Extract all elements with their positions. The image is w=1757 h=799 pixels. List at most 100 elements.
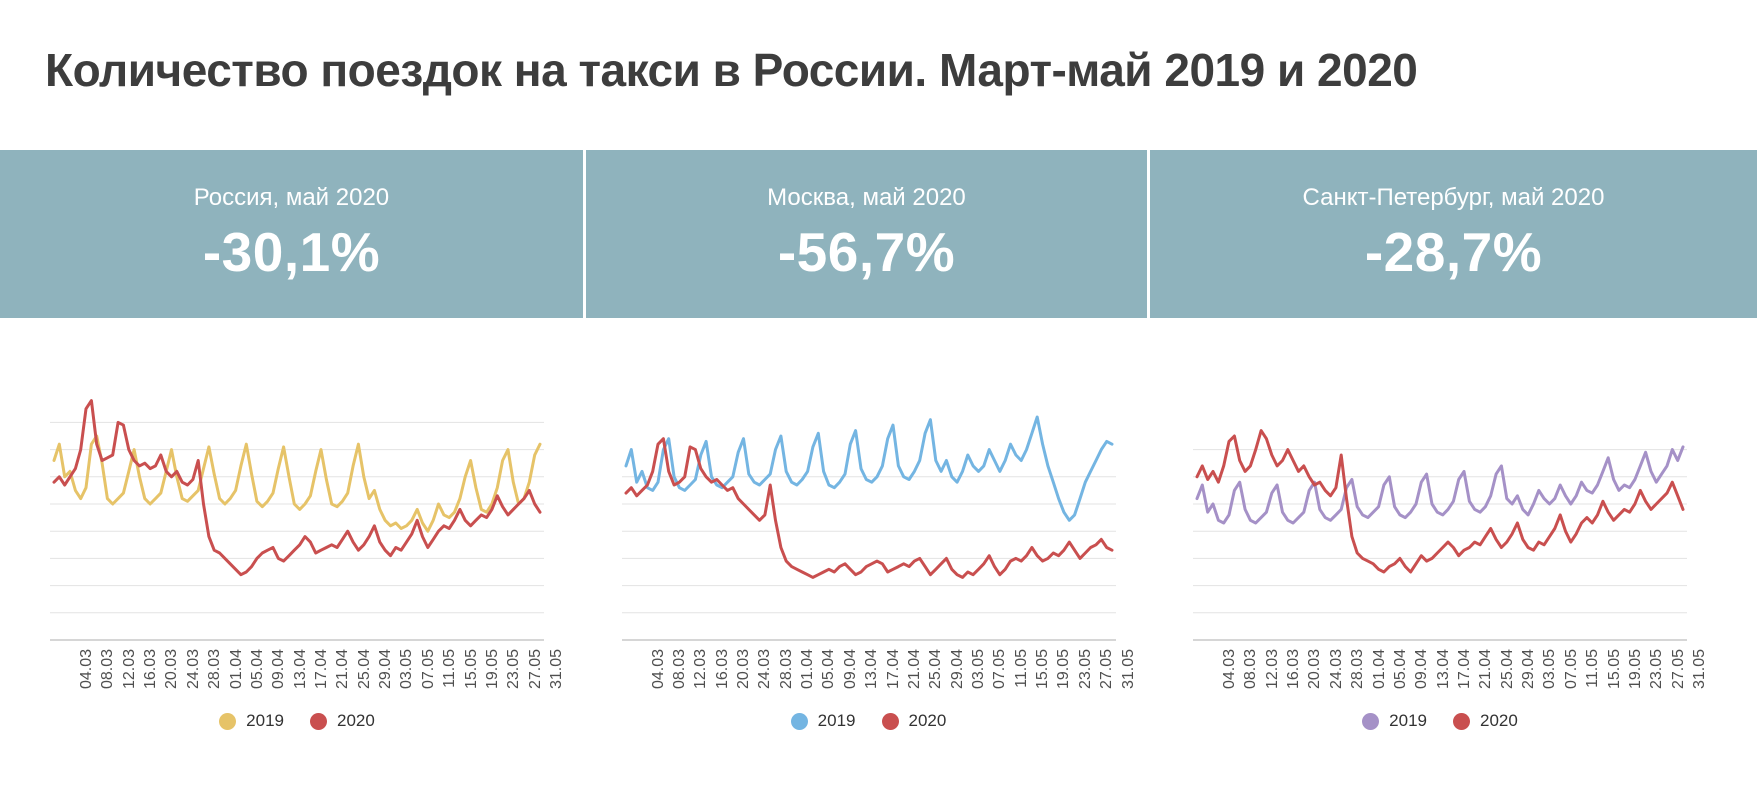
x-tick-label: 20.03 <box>1306 649 1324 690</box>
summary-banner: Россия, май 2020 -30,1% Москва, май 2020… <box>0 150 1757 318</box>
x-tick-label: 31.05 <box>1691 649 1708 690</box>
x-tick-label: 28.03 <box>1349 649 1367 690</box>
x-tick-label: 17.04 <box>1456 649 1473 690</box>
x-tick-label: 01.04 <box>799 649 817 690</box>
legend-dot <box>219 712 237 730</box>
x-tick-label: 27.05 <box>526 649 544 690</box>
series-line-2019 <box>1195 445 1685 525</box>
x-tick-label: 15.05 <box>1034 649 1052 690</box>
x-axis-labels: 04.03 08.03 12.03 16.03 20.03 24.03 28.03 01.04… <box>622 643 1137 709</box>
series-line-2019 <box>52 434 542 533</box>
x-tick-label: 04.03 <box>649 649 667 690</box>
chart-legend: 2019 2020 <box>50 711 544 731</box>
x-tick-label: 29.04 <box>948 649 966 690</box>
x-tick-label: 05.04 <box>248 649 266 690</box>
x-tick-label: 23.05 <box>505 649 523 690</box>
x-tick-label: 21.04 <box>1477 649 1495 690</box>
x-tick-label: 08.03 <box>1242 649 1260 690</box>
x-tick-label: 21.04 <box>334 649 352 690</box>
x-tick-label: 07.05 <box>1562 649 1580 690</box>
legend-dot <box>1362 712 1380 730</box>
x-tick-label: 15.05 <box>1605 649 1623 690</box>
legend-item-2019[interactable]: 2019 <box>1362 711 1427 731</box>
card-label: Санкт-Петербург, май 2020 <box>1302 184 1605 211</box>
x-tick-label: 24.03 <box>184 649 202 690</box>
x-tick-label: 03.05 <box>969 649 987 690</box>
card-label: Россия, май 2020 <box>193 184 390 211</box>
line-chart-spb <box>1193 429 1687 641</box>
x-tick-label: 24.03 <box>756 649 774 690</box>
x-tick-label: 09.04 <box>1413 649 1431 690</box>
legend-item-2020[interactable]: 2020 <box>1453 711 1518 731</box>
x-tick-label: 11.05 <box>1012 649 1030 688</box>
legend-label: 2020 <box>337 711 375 730</box>
x-tick-label: 20.03 <box>163 649 181 690</box>
series-line-2020 <box>624 437 1113 579</box>
x-tick-label: 09.04 <box>841 649 859 690</box>
x-tick-label: 19.05 <box>1055 649 1073 690</box>
x-tick-label: 17.04 <box>313 649 330 690</box>
card-value: -30,1% <box>202 221 381 283</box>
x-tick-label: 09.04 <box>270 649 288 690</box>
x-tick-label: 19.05 <box>1626 649 1644 690</box>
summary-card-spb: Санкт-Петербург, май 2020 -28,7% <box>1149 150 1757 318</box>
x-tick-label: 08.03 <box>99 649 117 690</box>
x-tick-label: 25.04 <box>1498 649 1516 690</box>
legend-dot <box>1453 712 1470 730</box>
legend-label: 2019 <box>817 711 856 730</box>
legend-label: 2020 <box>1480 711 1518 730</box>
line-chart-moscow <box>621 415 1116 641</box>
legend-label: 2019 <box>1389 711 1427 730</box>
x-tick-label: 11.05 <box>441 649 459 688</box>
x-tick-label: 13.04 <box>1434 649 1452 690</box>
chart-legend: 2019 2020 <box>622 711 1116 731</box>
x-tick-label: 25.04 <box>355 649 373 690</box>
card-label: Москва, май 2020 <box>767 184 966 211</box>
series-line-2020 <box>1195 429 1685 574</box>
x-tick-label: 25.04 <box>927 649 945 690</box>
x-tick-label: 23.05 <box>1076 649 1094 690</box>
legend-item-2020[interactable]: 2020 <box>881 711 946 731</box>
legend-item-2019[interactable]: 2019 <box>219 711 284 731</box>
x-tick-label: 31.05 <box>548 649 565 690</box>
legend-item-2019[interactable]: 2019 <box>790 711 856 731</box>
chart-column-spb: 04.03 08.03 12.03 16.03 20.03 24.03 28.03 01.04… <box>1193 368 1708 731</box>
x-tick-label: 23.05 <box>1648 649 1666 690</box>
x-tick-label: 27.05 <box>1098 649 1116 690</box>
x-axis-labels: 04.03 08.03 12.03 16.03 20.03 24.03 28.03 01.04… <box>1193 643 1708 709</box>
x-tick-label: 19.05 <box>483 649 501 690</box>
x-tick-label: 27.05 <box>1669 649 1687 690</box>
x-tick-label: 07.05 <box>991 649 1009 690</box>
card-value: -56,7% <box>777 221 956 283</box>
x-tick-label: 31.05 <box>1119 649 1137 690</box>
x-tick-label: 05.04 <box>820 649 838 690</box>
x-tick-label: 12.03 <box>692 649 710 690</box>
x-tick-label: 08.03 <box>670 649 688 690</box>
x-tick-label: 21.04 <box>905 649 923 690</box>
legend-dot <box>881 712 899 730</box>
x-tick-label: 20.03 <box>734 649 752 690</box>
x-tick-label: 12.03 <box>1263 649 1281 690</box>
charts-row: 04.03 08.03 12.03 16.03 20.03 24.03 28.03 01.04… <box>0 368 1757 731</box>
x-tick-label: 17.04 <box>884 649 902 690</box>
legend-item-2020[interactable]: 2020 <box>310 711 375 731</box>
legend-dot <box>310 712 327 730</box>
x-tick-label: 29.04 <box>377 649 395 690</box>
page-title: Количество поездок на такси в России. Ма… <box>45 44 1418 96</box>
summary-card-russia: Россия, май 2020 -30,1% <box>0 150 583 318</box>
x-tick-label: 05.04 <box>1391 649 1409 690</box>
card-value: -28,7% <box>1364 221 1543 283</box>
x-tick-label: 07.05 <box>419 649 437 690</box>
x-axis-labels: 04.03 08.03 12.03 16.03 20.03 24.03 28.03 01.04… <box>50 643 565 709</box>
x-tick-label: 11.05 <box>1584 649 1602 688</box>
chart-legend: 2019 2020 <box>1193 711 1687 731</box>
x-tick-label: 24.03 <box>1327 649 1345 690</box>
x-tick-label: 01.04 <box>1370 649 1388 690</box>
x-tick-label: 29.04 <box>1520 649 1538 690</box>
x-tick-label: 16.03 <box>1285 649 1303 690</box>
series-line-2019 <box>624 415 1113 522</box>
x-tick-label: 04.03 <box>78 649 96 690</box>
x-tick-label: 13.04 <box>863 649 881 690</box>
x-tick-label: 16.03 <box>142 649 160 690</box>
